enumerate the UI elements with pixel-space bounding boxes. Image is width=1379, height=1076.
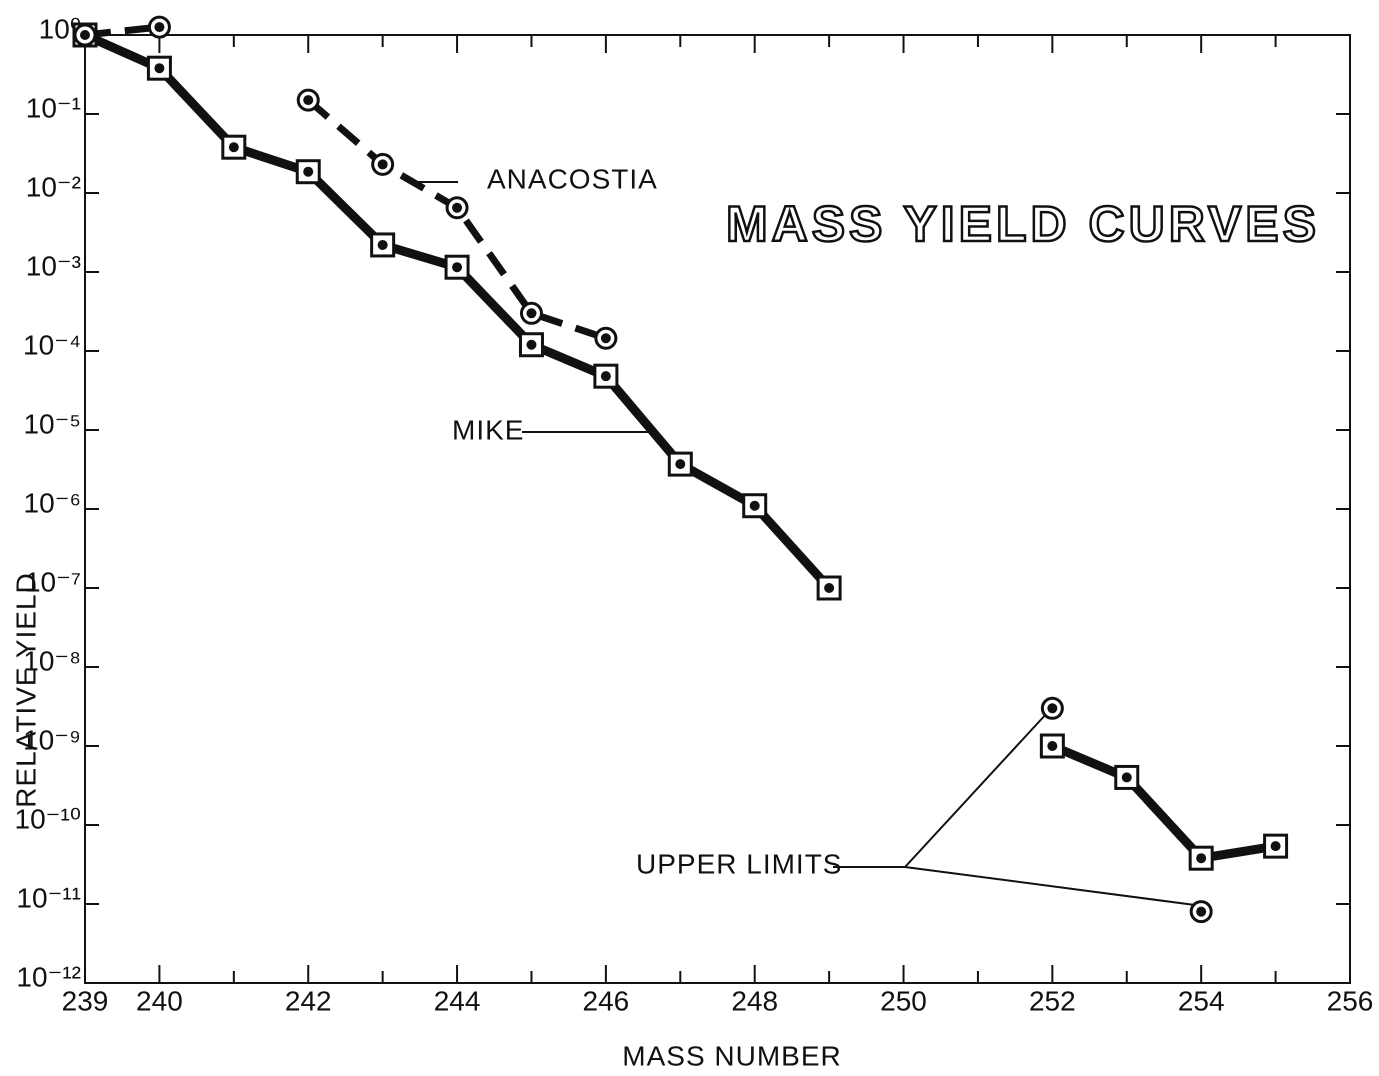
marker-dot (749, 500, 760, 511)
x-tick-label: 239 (62, 985, 109, 1016)
x-tick-label: 244 (434, 985, 481, 1016)
plot-frame (84, 34, 1351, 984)
y-tick-label: 10⁻⁸ (23, 645, 81, 676)
y-tick-label: 10⁻³ (26, 250, 81, 281)
chart-title: MASS YIELD CURVES (726, 196, 1320, 252)
x-tick-label: 242 (285, 985, 332, 1016)
marker-dot (824, 583, 835, 593)
y-tick-label: 10⁻¹² (16, 961, 81, 992)
annotation: MIKE (452, 414, 524, 445)
marker-dot (1196, 853, 1207, 864)
marker-dot (1196, 906, 1207, 917)
y-tick-label: 10⁻¹¹ (16, 882, 81, 913)
y-tick-label: 10⁻⁵ (23, 408, 81, 439)
marker-dot (377, 239, 388, 250)
series-line (1050, 741, 1277, 863)
y-tick-label: 10⁻⁹ (23, 724, 81, 755)
marker-dot (303, 166, 314, 177)
y-tick-label: 10⁻¹⁰ (15, 803, 81, 834)
x-tick-label: 240 (136, 985, 183, 1016)
marker-dot (154, 63, 165, 74)
x-axis-label: MASS NUMBER (622, 1040, 841, 1071)
y-tick-label: 10⁻⁴ (23, 329, 81, 360)
series-line (84, 23, 160, 39)
series-line (83, 30, 833, 592)
marker-dot (600, 333, 611, 344)
y-tick-label: 10⁻¹ (26, 92, 81, 123)
x-tick-label: 252 (1029, 985, 1076, 1016)
marker-dot (303, 95, 314, 106)
marker-dot (228, 142, 239, 153)
leader-line (833, 711, 1049, 868)
leader-line (904, 866, 1196, 906)
x-tick-label: 254 (1178, 985, 1225, 1016)
marker-dot (675, 459, 686, 470)
marker-dot (154, 22, 165, 33)
x-tick-label: 250 (880, 985, 927, 1016)
x-tick-label: 248 (731, 985, 778, 1016)
y-axis-label: RELATIVE YIELD (10, 572, 41, 808)
marker-dot (526, 339, 537, 350)
x-tick-label: 246 (583, 985, 630, 1016)
marker-dot (452, 262, 463, 273)
marker-dot (600, 371, 611, 382)
marker-dot (1047, 703, 1058, 714)
marker-dot (452, 202, 463, 213)
annotation: ANACOSTIA (487, 163, 658, 194)
x-tick-label: 256 (1327, 985, 1374, 1016)
marker-dot (526, 308, 537, 319)
marker-dot (377, 159, 388, 170)
marker-dot (1121, 772, 1132, 783)
marker-dot (80, 30, 90, 40)
marker-dot (1270, 841, 1281, 852)
annotation: UPPER LIMITS (636, 848, 842, 879)
marker-dot (1047, 741, 1058, 751)
y-tick-label: 10⁻⁶ (24, 487, 81, 518)
y-tick-label: 10⁻² (26, 171, 81, 202)
y-tick-label: 10⁻⁷ (25, 566, 81, 597)
